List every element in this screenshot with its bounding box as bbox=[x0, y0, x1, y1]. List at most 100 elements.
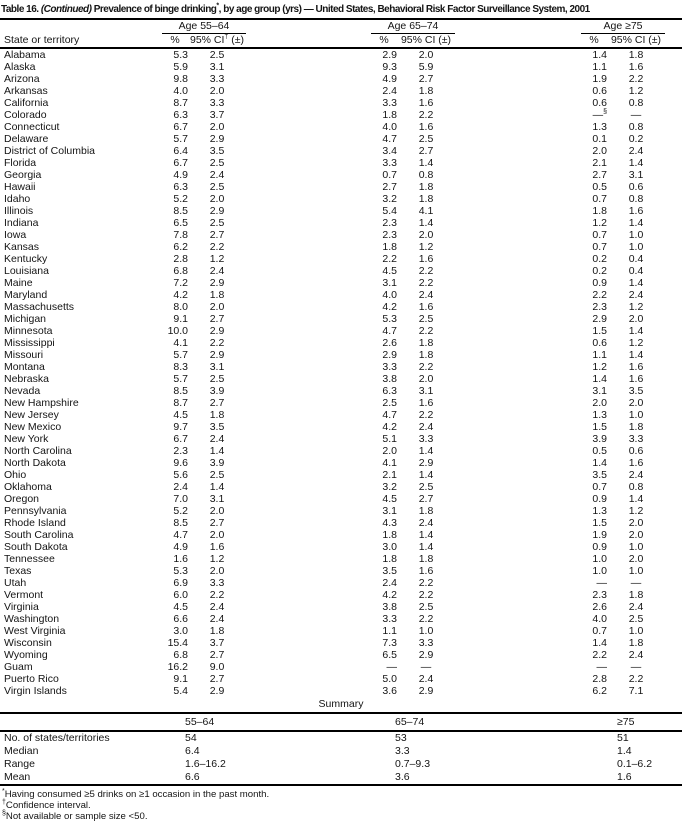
value-cell: 2.3 bbox=[592, 301, 607, 313]
spacer-cell bbox=[246, 265, 371, 277]
spacer-cell bbox=[246, 48, 371, 61]
value-cell: 2.2 bbox=[382, 253, 397, 265]
value-cell: 0.8 bbox=[628, 121, 644, 133]
value-cell: 0.7 bbox=[592, 481, 607, 493]
value-cell: 2.2 bbox=[418, 277, 434, 289]
value-cell: 1.6 bbox=[209, 541, 225, 553]
value-cell: 2.4 bbox=[418, 517, 434, 529]
value-cell: 8.0 bbox=[173, 301, 188, 313]
spacer-cell bbox=[455, 277, 581, 289]
value-cell: 8.5 bbox=[173, 517, 188, 529]
value-cell: 8.5 bbox=[173, 385, 188, 397]
spacer-cell bbox=[246, 649, 371, 661]
value-cell: 2.0 bbox=[628, 553, 644, 565]
spacer-cell bbox=[246, 85, 371, 97]
state-name: Louisiana bbox=[4, 265, 49, 277]
ci-header-rest: (±) bbox=[228, 34, 245, 46]
state-name: South Dakota bbox=[4, 541, 68, 553]
spacer-cell bbox=[455, 313, 581, 325]
spacer-cell bbox=[246, 661, 371, 673]
state-name: Oklahoma bbox=[4, 481, 52, 493]
value-cell: 2.9 bbox=[382, 349, 397, 361]
value-cell: 2.7 bbox=[209, 229, 225, 241]
value-cell: 2.1 bbox=[382, 469, 397, 481]
value-cell: 3.1 bbox=[382, 277, 397, 289]
spacer-cell bbox=[665, 673, 682, 685]
state-name: New Hampshire bbox=[4, 397, 79, 409]
value-cell: 5.7 bbox=[173, 349, 188, 361]
value-cell: 2.0 bbox=[209, 565, 225, 577]
table-row: New Jersey 4.5 1.8 4.7 2.2 1.3 1.0 bbox=[0, 409, 682, 421]
spacer-cell bbox=[246, 205, 371, 217]
footnote-text: Confidence interval. bbox=[5, 800, 91, 811]
state-name: Connecticut bbox=[4, 121, 60, 133]
spacer-cell bbox=[246, 349, 371, 361]
value-cell: 2.3 bbox=[173, 445, 188, 457]
state-name: Idaho bbox=[4, 193, 31, 205]
value-cell: 9.7 bbox=[173, 421, 188, 433]
spacer-cell bbox=[455, 421, 581, 433]
value-cell: 1.4 bbox=[209, 445, 225, 457]
table-row: Vermont 6.0 2.2 4.2 2.2 2.3 1.8 bbox=[0, 589, 682, 601]
summary-row: No. of states/territories 54 53 51 bbox=[0, 731, 682, 745]
table-row: New Mexico 9.7 3.5 4.2 2.4 1.5 1.8 bbox=[0, 421, 682, 433]
spacer-cell bbox=[665, 517, 682, 529]
table-row: Hawaii 6.3 2.5 2.7 1.8 0.5 0.6 bbox=[0, 181, 682, 193]
value-cell: 2.2 bbox=[418, 613, 434, 625]
spacer-cell bbox=[455, 637, 581, 649]
spacer-cell bbox=[455, 577, 581, 589]
value-cell: 0.9 bbox=[592, 493, 607, 505]
table-row: Florida 6.7 2.5 3.3 1.4 2.1 1.4 bbox=[0, 157, 682, 169]
value-cell: 1.4 bbox=[628, 157, 644, 169]
value-cell: 4.1 bbox=[382, 457, 397, 469]
state-name: Kansas bbox=[4, 241, 40, 253]
value-cell: 1.8 bbox=[628, 637, 644, 649]
continued-label: (Continued) bbox=[40, 4, 94, 15]
value-cell: 4.5 bbox=[382, 493, 397, 505]
spacer-cell bbox=[246, 289, 371, 301]
state-name: Pennsylvania bbox=[4, 505, 67, 517]
footnotes: *Having consumed ≥5 drinks on ≥1 occasio… bbox=[0, 786, 682, 822]
spacer-cell bbox=[455, 445, 581, 457]
value-cell: 2.9 bbox=[209, 325, 225, 337]
value-cell: 2.2 bbox=[592, 289, 607, 301]
state-name: Minnesota bbox=[4, 325, 53, 337]
value-cell: 1.4 bbox=[628, 349, 644, 361]
table-row: Nevada 8.5 3.9 6.3 3.1 3.1 3.5 bbox=[0, 385, 682, 397]
value-cell: 2.4 bbox=[628, 649, 644, 661]
spacer-cell bbox=[665, 33, 682, 49]
state-name: Colorado bbox=[4, 109, 47, 121]
value-cell: 0.7 bbox=[592, 241, 607, 253]
table-number: Table 16. bbox=[1, 4, 41, 15]
spacer-cell bbox=[455, 685, 581, 697]
spacer-cell bbox=[455, 265, 581, 277]
value-cell: 8.5 bbox=[173, 205, 188, 217]
value-cell: 6.9 bbox=[173, 577, 188, 589]
spacer-cell bbox=[455, 241, 581, 253]
value-cell: 4.7 bbox=[382, 325, 397, 337]
spacer-cell bbox=[246, 253, 371, 265]
value-cell: 1.8 bbox=[418, 181, 434, 193]
value-cell: 2.9 bbox=[209, 133, 225, 145]
summary-value: 53 bbox=[395, 732, 407, 744]
spacer-cell bbox=[246, 121, 371, 133]
value-cell: 1.9 bbox=[592, 73, 607, 85]
value-cell: 4.9 bbox=[173, 169, 188, 181]
value-cell: 2.9 bbox=[382, 49, 397, 61]
value-cell: 2.4 bbox=[209, 613, 225, 625]
spacer-cell bbox=[246, 73, 371, 85]
value-cell: 7.0 bbox=[173, 493, 188, 505]
table-row: Oklahoma 2.4 1.4 3.2 2.5 0.7 0.8 bbox=[0, 481, 682, 493]
state-name: Tennessee bbox=[4, 553, 55, 565]
spacer-cell bbox=[246, 457, 371, 469]
value-cell: 2.0 bbox=[209, 505, 225, 517]
table-row: Maine 7.2 2.9 3.1 2.2 0.9 1.4 bbox=[0, 277, 682, 289]
spacer-cell bbox=[665, 48, 682, 61]
spacer-cell bbox=[246, 541, 371, 553]
value-cell: 4.7 bbox=[382, 133, 397, 145]
spacer-cell bbox=[246, 445, 371, 457]
value-cell: 2.0 bbox=[209, 121, 225, 133]
state-name: Nevada bbox=[4, 385, 41, 397]
value-cell: 5.3 bbox=[173, 49, 188, 61]
value-cell: 2.0 bbox=[418, 49, 434, 61]
